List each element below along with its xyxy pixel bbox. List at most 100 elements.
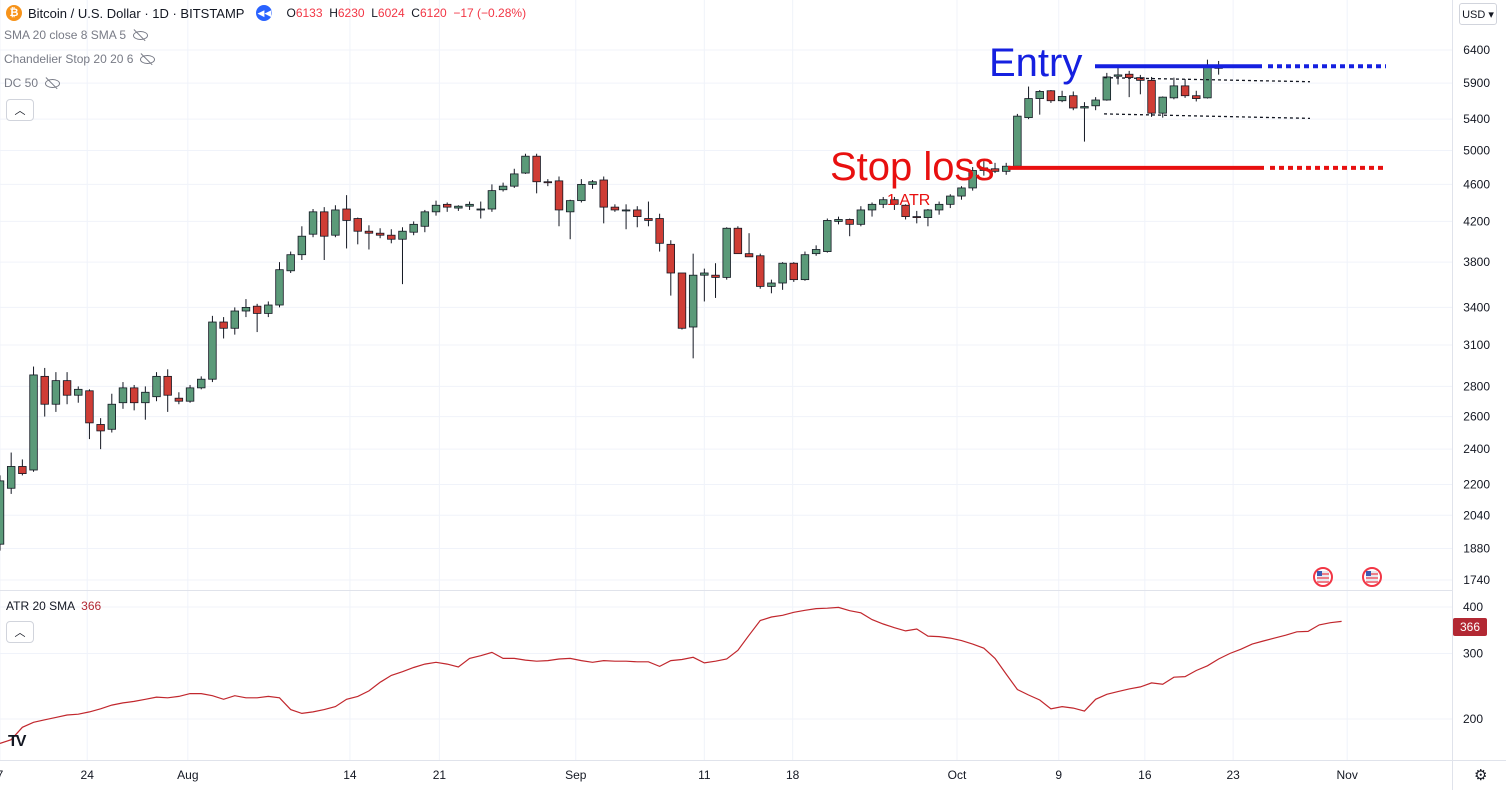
candle-body <box>163 375 172 396</box>
collapse-atr-button[interactable]: ︿ <box>6 621 34 643</box>
atr-legend[interactable]: ATR 20 SMA 366 <box>6 599 101 613</box>
candle-body <box>1046 90 1056 102</box>
candle-body <box>644 218 653 221</box>
candles <box>0 59 1223 551</box>
settings-icon[interactable]: ⚙ <box>1474 767 1488 784</box>
price-tick-label: 6400 <box>1463 43 1490 57</box>
candle <box>6 452 16 494</box>
atr-value-tag-text: 366 <box>1460 620 1480 634</box>
candle-body <box>342 208 351 221</box>
eye-hidden-icon[interactable] <box>132 29 149 41</box>
candle-body <box>1024 98 1033 119</box>
price-tick-label: 5000 <box>1463 143 1490 157</box>
time-tick-label: 16 <box>1138 768 1152 782</box>
atr-grid <box>0 606 1452 720</box>
candle-body <box>1192 95 1201 99</box>
candle-body <box>409 223 418 233</box>
candle-body <box>990 168 1000 172</box>
candle-body <box>152 375 161 398</box>
candle-body <box>230 310 239 329</box>
price-tick-label: 3400 <box>1463 300 1490 314</box>
candle-body <box>1169 85 1179 99</box>
candle-body <box>711 274 720 278</box>
candle-body <box>297 235 307 256</box>
candle-body <box>946 195 955 205</box>
us-flag-icon[interactable] <box>1313 567 1333 587</box>
candle-body <box>174 397 184 402</box>
time-tick-label: 9 <box>1055 768 1062 782</box>
candle <box>1024 86 1033 120</box>
candle-body <box>275 269 284 306</box>
candle <box>297 226 307 260</box>
us-flag-icon[interactable] <box>1362 567 1382 587</box>
candle <box>431 200 441 216</box>
time-tick-label: Nov <box>1337 768 1358 782</box>
candle <box>107 393 116 433</box>
candle <box>1124 70 1134 98</box>
atr-label: 1 ATR <box>887 192 930 209</box>
candle <box>409 221 418 236</box>
indicator-dc[interactable]: DC 50 <box>4 76 61 90</box>
candle <box>454 205 463 211</box>
candle-body <box>1091 99 1100 107</box>
candle-body <box>845 219 854 225</box>
price-tick-label: 3800 <box>1463 255 1490 269</box>
time-tick-label: 11 <box>698 768 711 782</box>
symbol-legend[interactable]: ₿ Bitcoin / U.S. Dollar · 1D · BITSTAMP … <box>6 3 526 23</box>
indicator-sma[interactable]: SMA 20 close 8 SMA 5 <box>4 28 149 42</box>
candle <box>141 386 150 420</box>
candle-body <box>398 230 407 240</box>
candle-body <box>241 306 251 312</box>
indicator-dc-label: DC 50 <box>4 76 39 90</box>
price-tick-label: 2400 <box>1463 442 1490 456</box>
candle-body <box>1102 76 1112 101</box>
bitcoin-icon: ₿ <box>6 5 22 21</box>
time-tick-label: Aug <box>177 768 198 782</box>
price-axis: 1740 1880 2040 2200 2400 2600 2800 3100 3400 3800… <box>1463 43 1490 587</box>
candle <box>521 153 530 174</box>
entry-label: Entry <box>989 41 1082 85</box>
currency-button[interactable]: USD ▾ <box>1459 3 1497 25</box>
price-tick-label: 5400 <box>1463 112 1490 126</box>
candle <box>420 209 430 233</box>
candle-body <box>85 390 94 424</box>
candle-body <box>957 187 966 197</box>
candle-body <box>800 254 810 281</box>
time-tick-label: 18 <box>786 768 800 782</box>
candle <box>1080 102 1089 142</box>
eye-hidden-icon[interactable] <box>44 77 61 89</box>
candle-body <box>677 272 687 329</box>
candle-body <box>666 243 675 274</box>
candle <box>353 217 362 245</box>
candle <box>923 209 933 227</box>
candle <box>811 245 821 256</box>
candle-body <box>353 218 362 232</box>
candle-body <box>129 387 139 404</box>
candle <box>688 253 698 359</box>
candle <box>1091 97 1100 111</box>
indicator-chandelier[interactable]: Chandelier Stop 20 20 6 <box>4 52 156 66</box>
candle-body <box>532 155 541 183</box>
candle <box>879 196 888 209</box>
symbol-title[interactable]: Bitcoin / U.S. Dollar · 1D · BITSTAMP <box>28 5 245 21</box>
eye-hidden-icon[interactable] <box>139 53 156 65</box>
time-tick-label: Oct <box>948 768 967 782</box>
replay-icon[interactable]: ◀◀ <box>256 5 273 21</box>
candle <box>677 272 687 330</box>
atr-value-tag: 366 <box>1453 618 1487 636</box>
time-tick-label: 7 <box>0 768 4 782</box>
candle <box>756 253 765 289</box>
price-tick-label: 2600 <box>1463 410 1490 424</box>
price-tick-label: 2040 <box>1463 508 1490 522</box>
candle-body <box>252 305 262 314</box>
candle-body <box>621 209 631 212</box>
collapse-indicators-button[interactable]: ︿ <box>6 99 34 121</box>
candle-body <box>465 203 474 207</box>
range-upper-line <box>1103 76 1311 83</box>
candle <box>185 384 195 403</box>
tradingview-logo-icon[interactable]: TV <box>8 733 27 750</box>
candle <box>29 366 38 472</box>
candle <box>1013 113 1022 168</box>
candle-body <box>633 209 642 217</box>
